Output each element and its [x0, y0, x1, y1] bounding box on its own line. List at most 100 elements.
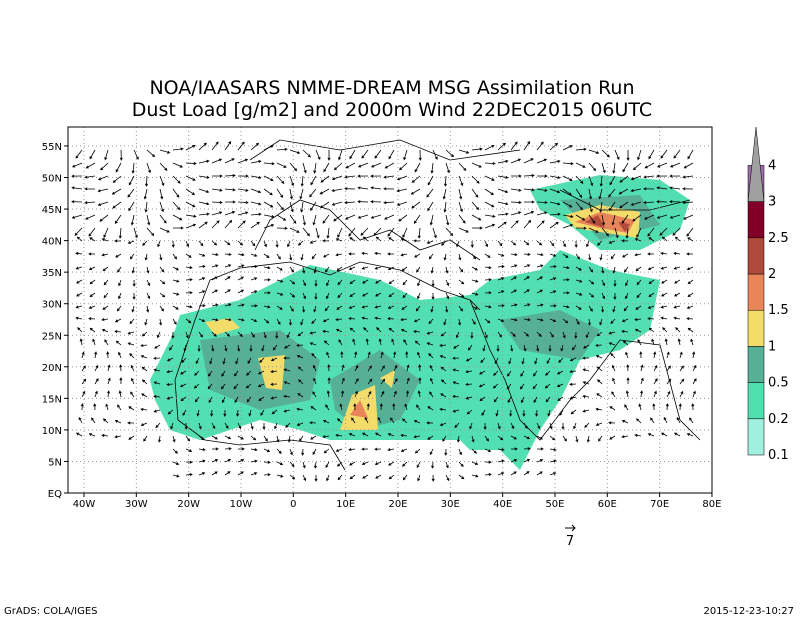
wind-arrow	[523, 344, 527, 352]
wind-arrow	[575, 214, 586, 221]
wind-arrow	[497, 304, 505, 308]
wind-arrow	[586, 240, 590, 248]
wind-arrow	[626, 149, 630, 161]
wind-arrow	[510, 459, 518, 463]
wind-arrow	[237, 435, 244, 440]
wind-arrow	[172, 175, 181, 184]
wind-arrow	[507, 396, 512, 404]
wind-arrow	[523, 447, 531, 451]
wind-arrow	[315, 149, 321, 161]
wind-arrow	[171, 331, 175, 339]
wind-arrow	[562, 291, 570, 295]
wind-arrow	[484, 460, 492, 464]
wind-arrow	[322, 214, 330, 224]
wind-arrow	[276, 318, 281, 325]
wind-arrow	[508, 357, 512, 365]
wind-arrow	[302, 266, 306, 274]
wind-arrow	[444, 448, 448, 456]
wind-arrow	[536, 289, 544, 294]
wind-arrow	[429, 448, 434, 456]
wind-arrow	[692, 364, 697, 372]
wind-arrow	[625, 390, 629, 398]
wind-arrow	[523, 318, 531, 322]
wind-arrow	[400, 448, 408, 452]
wind-arrow	[405, 390, 410, 398]
wind-arrow	[250, 277, 258, 281]
wind-arrow	[111, 188, 122, 195]
wind-arrow	[428, 318, 434, 325]
wind-arrow	[387, 227, 395, 237]
wind-arrow	[609, 175, 616, 186]
wind-arrow	[562, 278, 570, 282]
wind-arrow	[497, 435, 504, 441]
wind-arrow	[571, 344, 577, 351]
wind-arrow	[582, 394, 590, 398]
wind-arrow	[484, 188, 494, 196]
wind-arrow	[245, 383, 252, 389]
wind-arrow	[298, 379, 304, 385]
wind-arrow	[660, 432, 668, 437]
colorbar-label: 2.5	[768, 231, 789, 246]
wind-arrow	[130, 377, 135, 385]
wind-arrow	[478, 383, 486, 388]
wind-arrow	[608, 342, 616, 346]
wind-arrow	[71, 200, 83, 204]
wind-arrow	[263, 435, 268, 442]
wind-arrow	[608, 240, 616, 244]
wind-arrow	[172, 147, 184, 151]
wind-arrow	[296, 354, 304, 359]
wind-arrow	[370, 162, 382, 168]
wind-arrow	[622, 253, 629, 258]
wind-arrow	[635, 305, 642, 310]
wind-arrow	[357, 162, 369, 168]
wind-arrow	[195, 357, 200, 365]
wind-arrow	[276, 279, 284, 283]
wind-arrow	[661, 236, 668, 242]
wind-arrow	[549, 435, 556, 441]
wind-arrow	[250, 331, 255, 338]
wind-arrow	[76, 236, 83, 242]
wind-arrow	[562, 162, 574, 166]
wind-arrow	[468, 344, 473, 351]
wind-arrow	[84, 187, 96, 191]
wind-arrow	[260, 409, 265, 416]
wind-arrow	[360, 227, 369, 236]
wind-arrow	[336, 266, 343, 272]
wind-arrow	[263, 473, 271, 477]
wind-arrow	[692, 378, 697, 385]
wind-arrow	[132, 292, 136, 300]
wind-arrow	[402, 461, 408, 467]
wind-arrow	[625, 292, 629, 300]
wind-arrow	[396, 188, 408, 193]
wind-arrow	[237, 220, 246, 229]
wind-arrow	[458, 175, 464, 187]
wind-arrow	[80, 403, 84, 411]
wind-arrow	[237, 174, 249, 178]
wind-arrow	[333, 214, 343, 222]
wind-arrow	[185, 291, 193, 295]
wind-arrow	[302, 292, 306, 300]
wind-arrow	[92, 338, 96, 346]
wind-arrow	[549, 265, 557, 269]
wind-arrow	[103, 227, 109, 238]
wind-arrow	[523, 422, 528, 429]
colorbar-label: 1	[768, 339, 776, 354]
wind-arrow	[471, 175, 480, 184]
wind-arrow	[349, 279, 356, 285]
wind-arrow	[141, 379, 148, 385]
wind-arrow	[510, 276, 517, 281]
wind-arrow	[484, 318, 491, 324]
wind-arrow	[157, 435, 161, 443]
wind-arrow	[623, 305, 629, 312]
wind-arrow	[585, 331, 590, 339]
wind-arrow	[410, 188, 421, 195]
wind-arrow	[417, 227, 421, 239]
wind-arrow	[340, 351, 344, 359]
wind-arrow	[484, 223, 496, 229]
wind-arrow	[443, 253, 447, 261]
wind-arrow	[250, 318, 258, 323]
wind-arrow	[679, 365, 684, 372]
wind-arrow	[479, 396, 486, 402]
wind-arrow	[417, 279, 421, 287]
wind-arrow	[380, 351, 384, 359]
